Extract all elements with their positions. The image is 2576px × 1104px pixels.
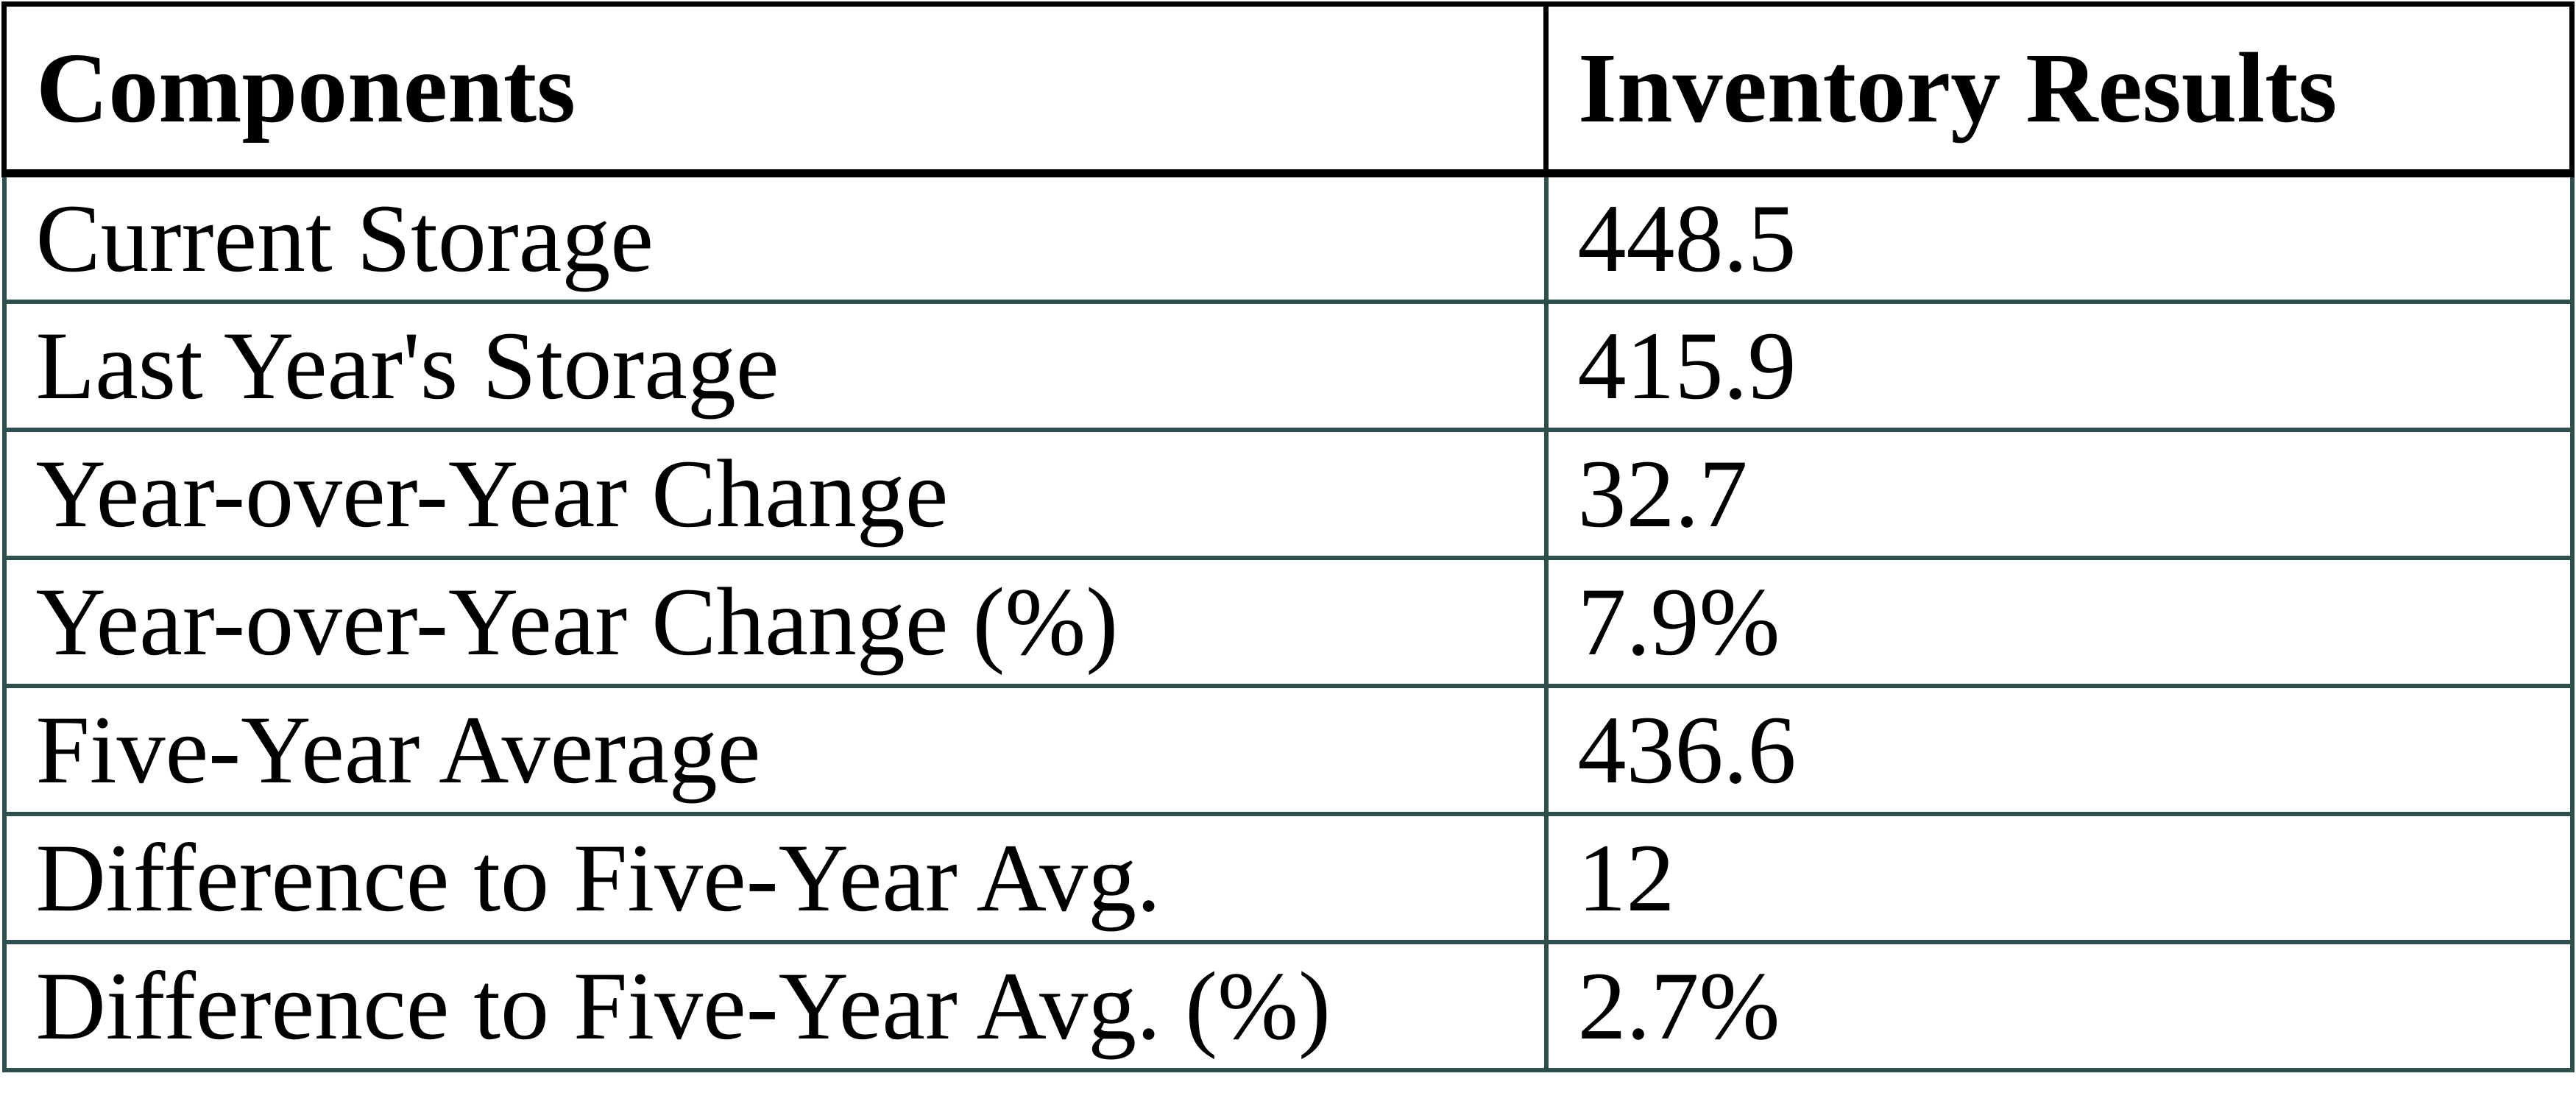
row-label: Difference to Five-Year Avg. xyxy=(1,811,1549,944)
inventory-results-table: Components Inventory Results Current Sto… xyxy=(1,1,2575,1072)
table-row: Difference to Five-Year Avg. 12 xyxy=(1,811,2575,944)
row-value: 448.5 xyxy=(1543,171,2575,304)
table-row: Five-Year Average 436.6 xyxy=(1,683,2575,816)
row-label: Year-over-Year Change xyxy=(1,427,1549,560)
row-value: 436.6 xyxy=(1543,683,2575,816)
column-header-components: Components xyxy=(1,1,1549,177)
table-row: Last Year's Storage 415.9 xyxy=(1,299,2575,432)
column-header-inventory-results: Inventory Results xyxy=(1543,1,2575,177)
table-row: Difference to Five-Year Avg. (%) 2.7% xyxy=(1,939,2575,1072)
row-label: Year-over-Year Change (%) xyxy=(1,555,1549,688)
row-label: Five-Year Average xyxy=(1,683,1549,816)
header-row: Components Inventory Results xyxy=(1,1,2575,177)
row-value: 7.9% xyxy=(1543,555,2575,688)
table-row: Year-over-Year Change (%) 7.9% xyxy=(1,555,2575,688)
row-label: Last Year's Storage xyxy=(1,299,1549,432)
row-label: Current Storage xyxy=(1,171,1549,304)
table-row: Year-over-Year Change 32.7 xyxy=(1,427,2575,560)
table-row: Current Storage 448.5 xyxy=(1,171,2575,304)
row-value: 32.7 xyxy=(1543,427,2575,560)
row-value: 12 xyxy=(1543,811,2575,944)
row-label: Difference to Five-Year Avg. (%) xyxy=(1,939,1549,1072)
row-value: 2.7% xyxy=(1543,939,2575,1072)
row-value: 415.9 xyxy=(1543,299,2575,432)
